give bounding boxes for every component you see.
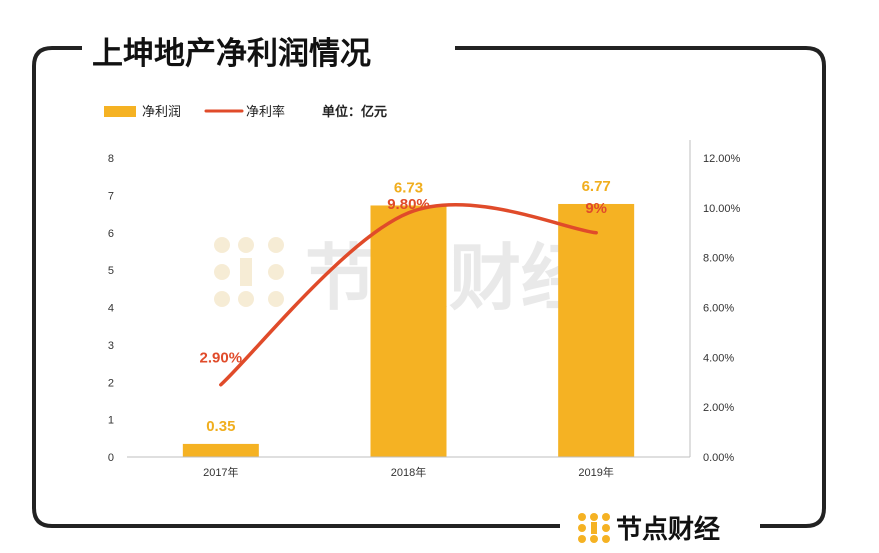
- rate-value-label: 2.90%: [200, 350, 243, 367]
- left-axis: 0 1 2 3 4 5 6 7 8: [108, 153, 114, 464]
- chart-title: 上坤地产净利润情况: [92, 36, 371, 72]
- right-tick-label: 10.00%: [703, 203, 741, 215]
- right-tick-label: 0.00%: [703, 452, 734, 464]
- bar-value-label: 0.35: [206, 418, 235, 435]
- watermark-logo-icon: [214, 237, 284, 307]
- bar-value-label: 6.73: [394, 179, 423, 196]
- bar-value-label: 6.77: [582, 178, 611, 195]
- right-tick-label: 6.00%: [703, 303, 734, 315]
- left-tick-label: 7: [108, 190, 114, 202]
- bar-2018年: [370, 205, 447, 457]
- brand-name: 节点财经: [616, 514, 720, 545]
- watermark: [214, 237, 284, 307]
- frame-border: [32, 46, 826, 528]
- left-tick-label: 6: [108, 228, 114, 240]
- category-labels-group: 2017年 2018年 2019年: [203, 465, 614, 479]
- left-tick-label: 2: [108, 377, 114, 389]
- right-tick-label: 12.00%: [703, 153, 741, 165]
- left-tick-label: 4: [108, 303, 114, 315]
- bars-group: [182, 203, 635, 457]
- brand-logo-icon: [578, 513, 610, 543]
- category-label: 2018年: [391, 465, 426, 479]
- rate-line-group: [219, 203, 598, 387]
- category-label: 2017年: [203, 465, 238, 479]
- unit-label: 单位：亿元: [322, 104, 387, 120]
- bar-labels-group: 0.35 6.73 6.77: [206, 178, 611, 435]
- left-tick-label: 0: [108, 452, 114, 464]
- legend-bar-swatch: [104, 106, 136, 117]
- left-tick-label: 3: [108, 340, 114, 352]
- rate-value-label: 9%: [585, 200, 607, 217]
- right-tick-label: 2.00%: [703, 402, 734, 414]
- left-tick-label: 1: [108, 415, 114, 427]
- bar-2017年: [182, 443, 259, 457]
- right-tick-label: 8.00%: [703, 253, 734, 265]
- left-tick-label: 8: [108, 153, 114, 165]
- rate-line: [219, 203, 598, 387]
- rate-labels-group: 2.90% 9.80% 9%: [200, 196, 607, 367]
- right-tick-label: 4.00%: [703, 352, 734, 364]
- watermark-text: 节点财经: [305, 236, 593, 320]
- rate-value-label: 9.80%: [387, 196, 430, 213]
- bar-2019年: [558, 203, 635, 457]
- legend-bar-label: 净利润: [142, 105, 181, 120]
- left-tick-label: 5: [108, 265, 114, 277]
- right-axis: 0.00% 2.00% 4.00% 6.00% 8.00% 10.00% 12.00%: [703, 153, 741, 464]
- legend-line-label: 净利率: [246, 104, 285, 120]
- category-label: 2019年: [578, 465, 613, 479]
